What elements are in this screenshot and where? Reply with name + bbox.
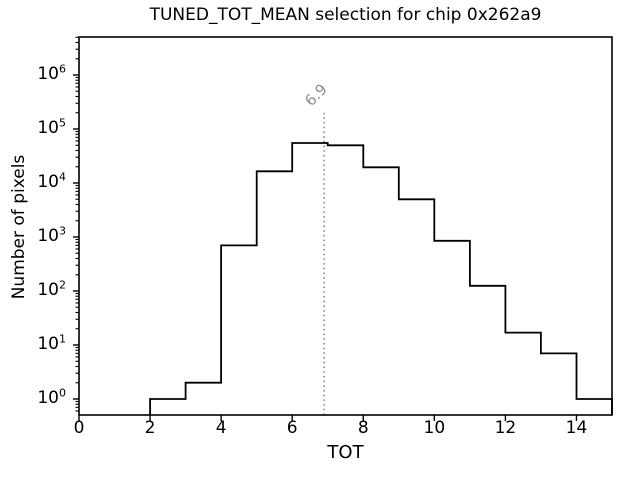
y-tick-label: 100 <box>37 386 66 408</box>
y-tick-label: 102 <box>37 278 66 300</box>
y-tick-label: 103 <box>37 224 66 246</box>
x-tick-label: 2 <box>144 418 156 438</box>
y-tick-label: 105 <box>37 116 66 138</box>
x-tick-label: 12 <box>494 418 517 438</box>
x-tick-label: 4 <box>215 418 227 438</box>
x-tick-label: 6 <box>286 418 298 438</box>
chart-title: TUNED_TOT_MEAN selection for chip 0x262a… <box>149 5 542 25</box>
x-tick-label: 10 <box>423 418 446 438</box>
y-tick-label: 104 <box>37 170 66 192</box>
axes-spines <box>78 36 613 416</box>
x-tick-label: 8 <box>357 418 369 438</box>
y-tick-label: 101 <box>37 332 66 354</box>
x-tick-label: 14 <box>565 418 588 438</box>
x-tick-label: 0 <box>73 418 85 438</box>
x-axis-label: TOT <box>327 442 364 463</box>
y-tick-label: 106 <box>37 62 66 84</box>
histogram-step-line <box>149 142 613 415</box>
